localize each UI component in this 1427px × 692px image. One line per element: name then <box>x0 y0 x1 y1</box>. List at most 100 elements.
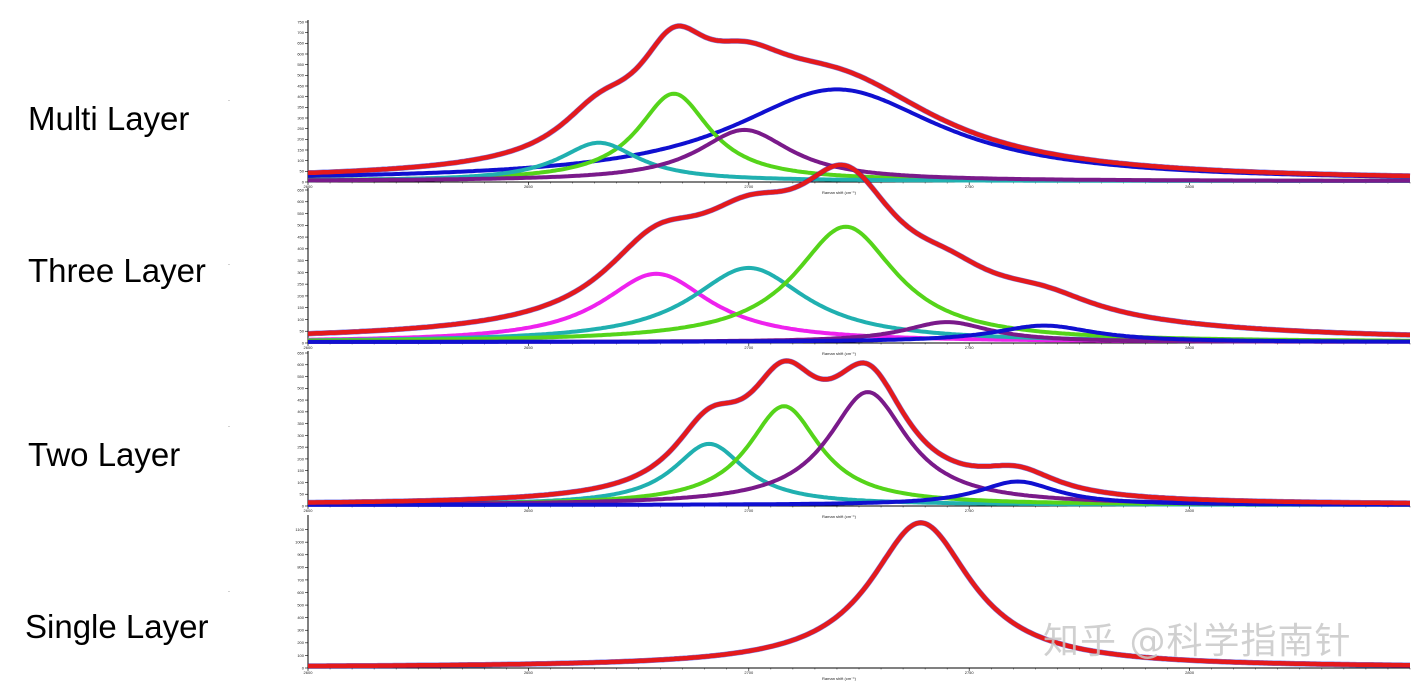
y-tick-label: 1000 <box>295 540 305 545</box>
y-tick-label: 500 <box>297 73 304 78</box>
series-blue <box>308 479 1410 507</box>
y-tick-label: 300 <box>297 433 304 438</box>
x-tick-label: 2800 <box>1185 184 1195 189</box>
y-tick-label: 400 <box>297 409 304 414</box>
y-tick-label: 400 <box>297 246 304 251</box>
plot-two: 0 50 100 150 200 250 300 350 400 450 500 550 600 650 2… <box>297 350 1411 519</box>
y-tick-label: 550 <box>297 62 304 67</box>
y-tick-label: 800 <box>297 565 304 570</box>
label-single-layer: Single Layer <box>25 608 209 645</box>
y-tick-label: 600 <box>297 199 304 204</box>
panel-mark: · <box>228 424 230 430</box>
series-magenta <box>308 271 1410 344</box>
y-tick-label: 0 <box>302 340 305 345</box>
y-tick-label: 350 <box>297 258 304 263</box>
y-tick-label: 300 <box>297 115 304 120</box>
y-tick-label: 50 <box>300 329 305 334</box>
panel-mark: · <box>228 262 230 268</box>
y-tick-label: 450 <box>297 397 304 402</box>
series-blue <box>307 87 1410 179</box>
y-tick-label: 300 <box>297 628 304 633</box>
y-tick-label: 450 <box>297 234 304 239</box>
x-tick-label: 2700 <box>744 345 754 350</box>
x-tick-label: 2650 <box>524 345 534 350</box>
panel-mark: · <box>228 589 230 595</box>
x-tick-label: 2750 <box>965 508 975 513</box>
y-tick-label: 150 <box>297 468 304 473</box>
x-tick-label: 2800 <box>1185 670 1195 675</box>
y-tick-label: 200 <box>297 137 304 142</box>
series-envelope-shadow <box>307 23 1411 179</box>
series-purple <box>308 390 1410 507</box>
y-tick-label: 250 <box>297 445 304 450</box>
y-tick-label: 400 <box>297 94 304 99</box>
x-tick-label: 2750 <box>965 345 975 350</box>
x-tick-label: 2650 <box>524 670 534 675</box>
x-axis-title: Raman shift (cm⁻¹) <box>822 514 857 519</box>
y-tick-label: 100 <box>297 653 304 658</box>
y-tick-label: 600 <box>297 590 304 595</box>
x-tick-label: 2700 <box>744 184 754 189</box>
y-tick-label: 450 <box>297 83 304 88</box>
x-tick-label: 2750 <box>965 670 975 675</box>
x-tick-label: 2650 <box>524 184 534 189</box>
x-tick-label: 2700 <box>744 508 754 513</box>
x-tick-label: 2600 <box>304 184 314 189</box>
y-tick-label: 300 <box>297 270 304 275</box>
y-tick-label: 650 <box>297 41 304 46</box>
x-tick-label: 2650 <box>524 508 534 513</box>
y-tick-label: 600 <box>297 362 304 367</box>
y-tick-label: 50 <box>300 492 305 497</box>
y-tick-label: 500 <box>297 223 304 228</box>
y-tick-label: 650 <box>297 350 304 355</box>
label-three-layer: Three Layer <box>28 252 206 289</box>
plot-single: 0 100 200 300 400 500 600 700 800 900 1000 1100 2600… <box>295 515 1411 681</box>
y-tick-label: 500 <box>297 602 304 607</box>
y-tick-label: 250 <box>297 126 304 131</box>
y-tick-label: 0 <box>302 665 305 670</box>
y-tick-label: 50 <box>300 169 305 174</box>
watermark-text: 知乎 @科学指南针 <box>1043 621 1352 662</box>
x-tick-label: 2700 <box>744 670 754 675</box>
y-tick-label: 700 <box>297 577 304 582</box>
series-green <box>308 404 1410 507</box>
y-tick-label: 100 <box>297 317 304 322</box>
plot-three: 0501001502002503003504004505005506006502… <box>297 162 1411 356</box>
series-envelope <box>307 520 1411 669</box>
y-tick-label: 350 <box>297 105 304 110</box>
y-tick-label: 650 <box>297 187 304 192</box>
y-tick-label: 700 <box>297 30 304 35</box>
y-tick-label: 200 <box>297 456 304 461</box>
x-tick-label: 2600 <box>304 670 314 675</box>
series-teal <box>308 441 1410 507</box>
x-tick-label: 2750 <box>965 184 975 189</box>
y-tick-label: 350 <box>297 421 304 426</box>
series-envelope <box>307 23 1411 179</box>
x-axis-title: Raman shift (cm⁻¹) <box>822 190 857 195</box>
series-envelope <box>307 358 1411 506</box>
y-tick-label: 500 <box>297 386 304 391</box>
y-tick-label: 0 <box>302 179 305 184</box>
x-tick-label: 2800 <box>1185 345 1195 350</box>
y-tick-label: 750 <box>297 19 304 24</box>
series-green <box>308 91 1410 183</box>
y-tick-label: 200 <box>297 293 304 298</box>
label-two-layer: Two Layer <box>28 436 181 473</box>
label-multi-layer: Multi Layer <box>28 100 190 137</box>
y-tick-label: 100 <box>297 480 304 485</box>
y-tick-label: 400 <box>297 615 304 620</box>
series-envelope-shadow <box>307 162 1411 338</box>
y-tick-label: 1100 <box>295 527 304 532</box>
x-tick-label: 2600 <box>304 508 314 513</box>
x-tick-label: 2600 <box>304 345 314 350</box>
series-blue <box>308 323 1410 344</box>
y-tick-label: 100 <box>297 158 304 163</box>
y-tick-label: 600 <box>297 51 304 56</box>
x-tick-label: 2800 <box>1185 508 1195 513</box>
panel-mark: · <box>228 98 230 104</box>
y-tick-label: 150 <box>297 305 304 310</box>
series-envelope <box>307 162 1411 338</box>
y-tick-label: 200 <box>297 640 304 645</box>
y-tick-label: 150 <box>297 147 304 152</box>
